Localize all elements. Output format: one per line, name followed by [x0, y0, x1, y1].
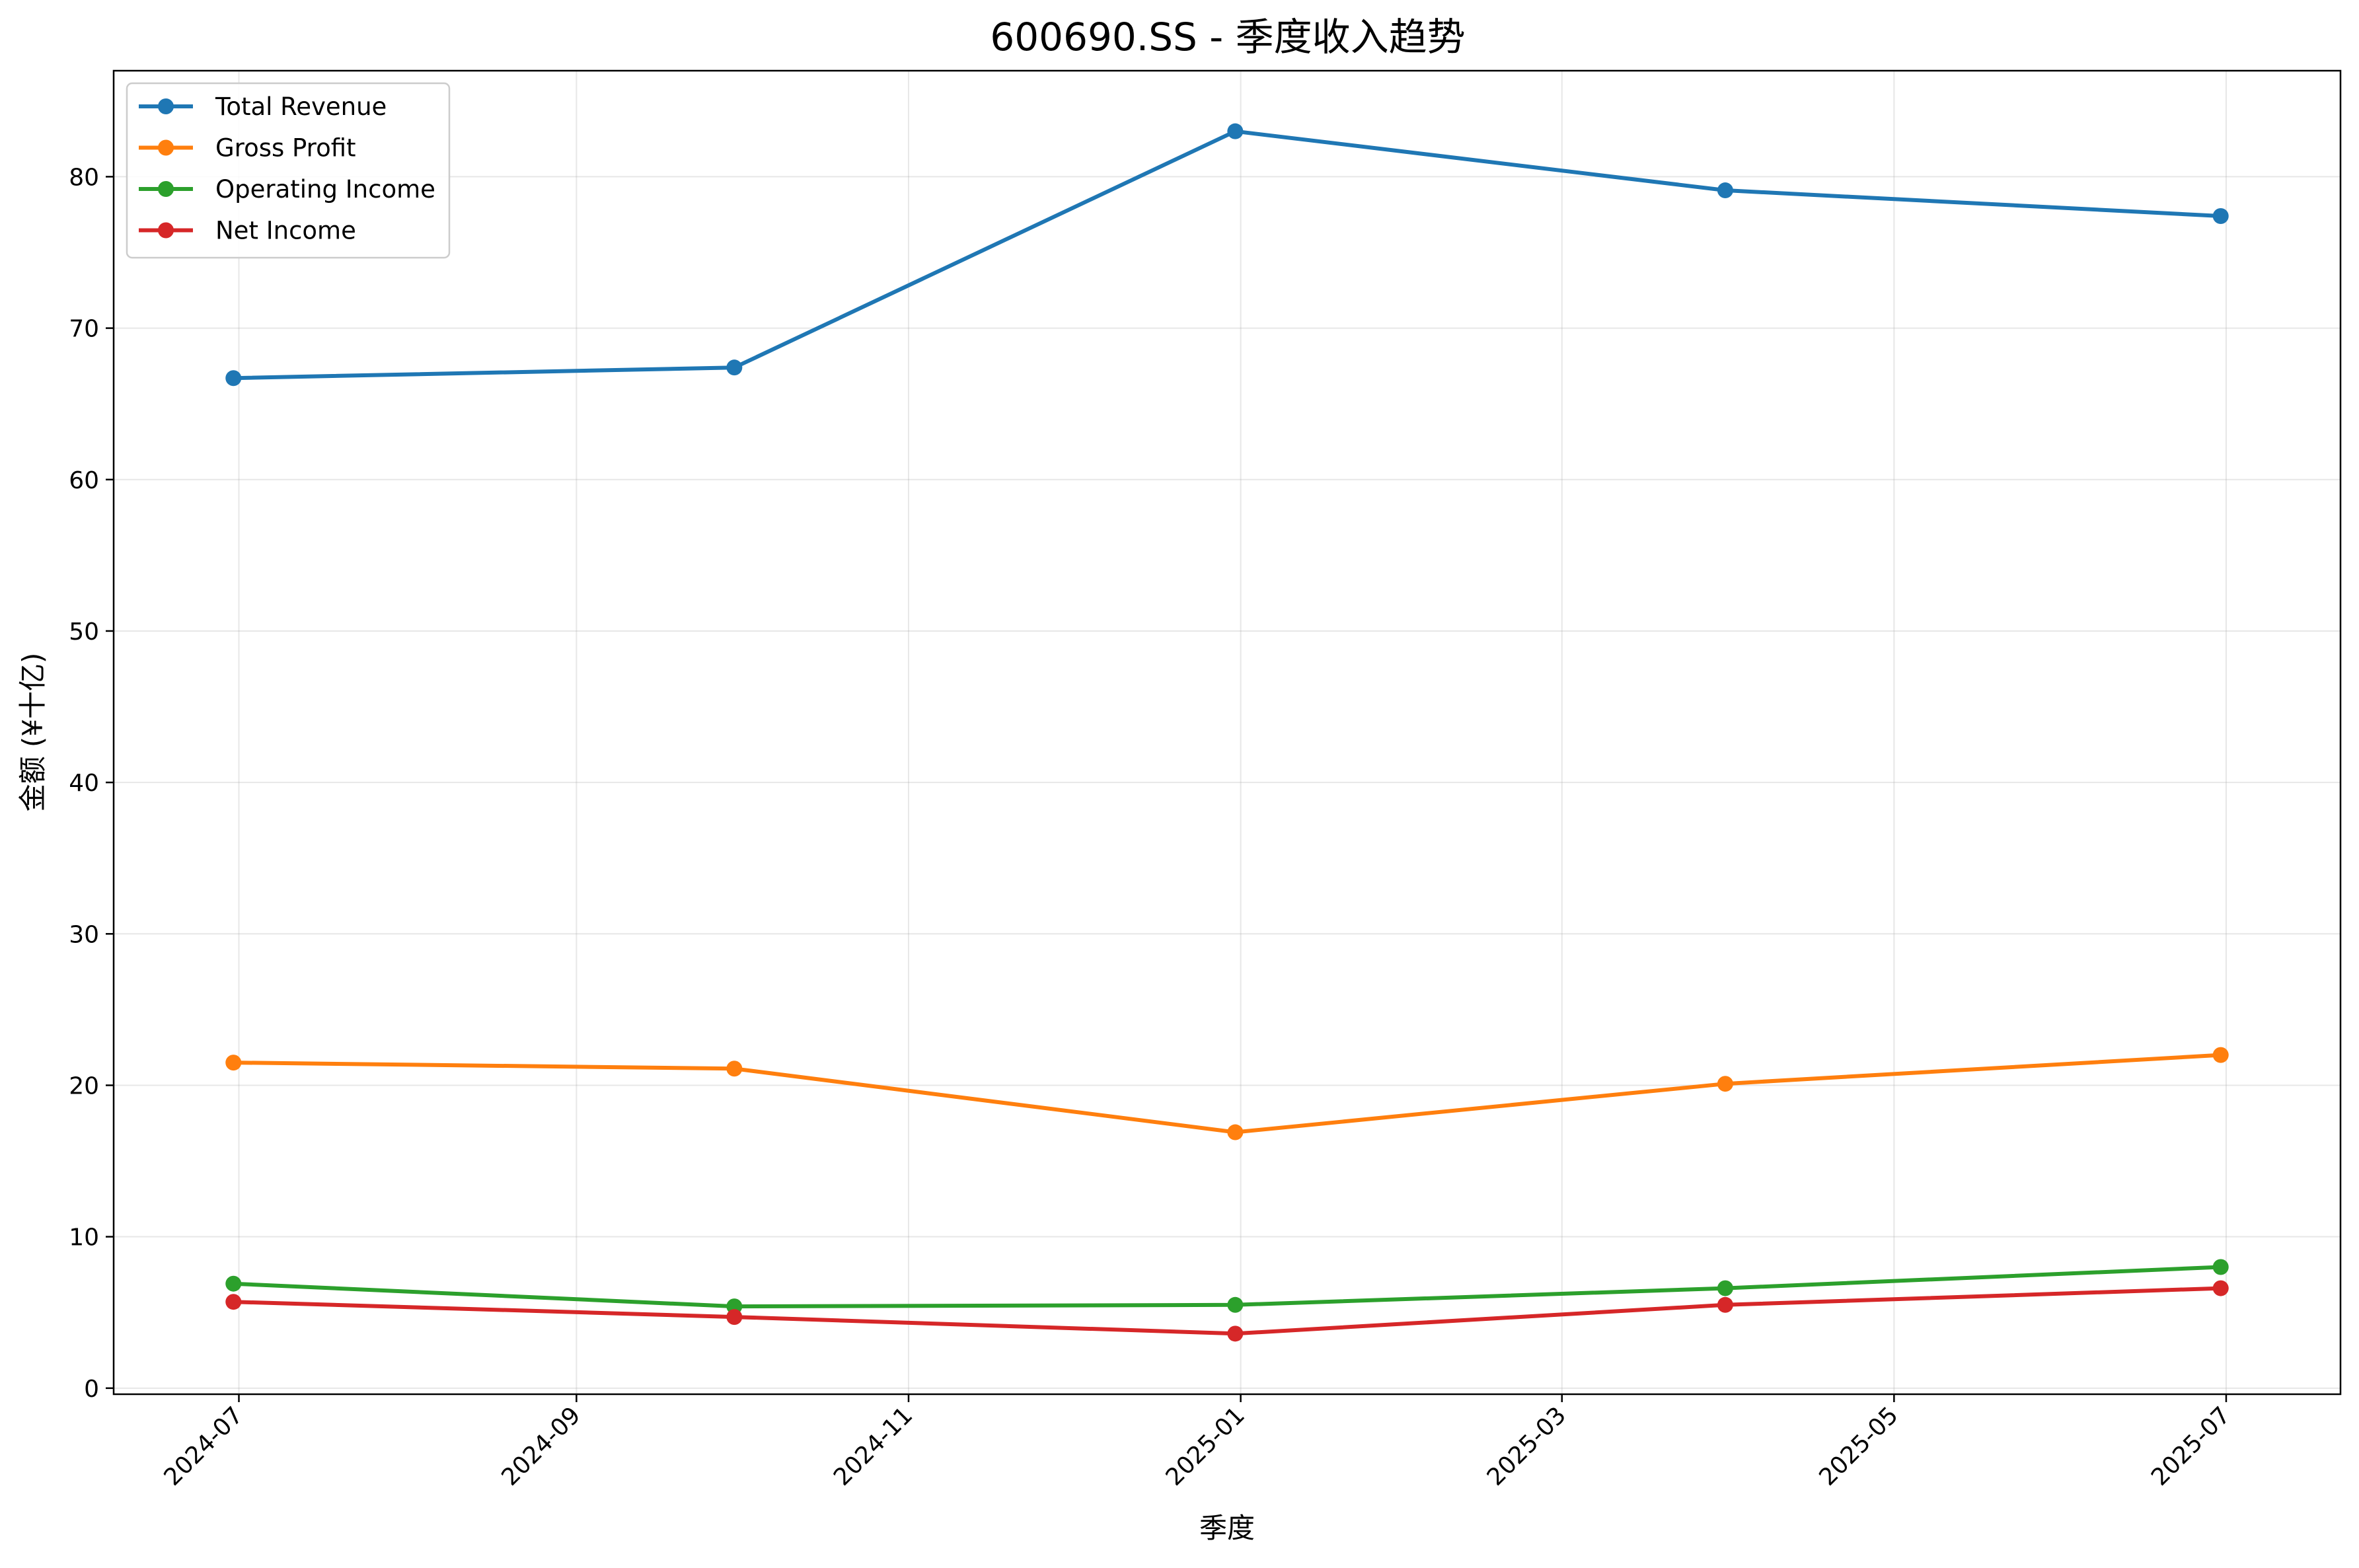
x-axis-label: 季度	[1199, 1512, 1255, 1544]
data-point-gross-profit	[1717, 1076, 1733, 1092]
legend-marker	[158, 222, 174, 239]
data-point-total-revenue	[1227, 123, 1244, 139]
legend-label: Gross Profit	[215, 134, 356, 163]
legend-marker	[158, 98, 174, 114]
legend: Total Revenue Gross Profit Operating Incom…	[126, 82, 451, 259]
plot-frame	[112, 69, 2342, 1396]
grid	[114, 71, 2340, 1394]
series-total-revenue	[225, 123, 2229, 387]
legend-item-operating-income: Operating Income	[139, 175, 435, 204]
chart-title: 600690.SS - 季度收入趋势	[990, 15, 1465, 59]
y-tick-label: 0	[84, 1376, 99, 1403]
y-tick-label: 50	[69, 618, 99, 646]
series-operating-income	[225, 1259, 2229, 1315]
data-point-net-income	[225, 1294, 242, 1310]
data-point-operating-income	[225, 1275, 242, 1292]
data-point-gross-profit	[225, 1055, 242, 1071]
data-point-gross-profit	[726, 1061, 743, 1077]
legend-label: Net Income	[215, 217, 356, 245]
series-layer	[225, 123, 2229, 1342]
legend-item-total-revenue: Total Revenue	[139, 93, 387, 121]
legend-item-gross-profit: Gross Profit	[139, 134, 356, 163]
data-point-total-revenue	[225, 370, 242, 387]
data-point-gross-profit	[2212, 1047, 2229, 1063]
legend-label: Operating Income	[215, 175, 435, 204]
y-tick-label: 30	[69, 921, 99, 948]
legend-marker	[158, 139, 174, 156]
x-tick-label: 2025-03	[1482, 1401, 1571, 1491]
data-point-operating-income	[1717, 1280, 1733, 1296]
x-tick-label: 2025-07	[2146, 1401, 2235, 1491]
legend-box	[126, 82, 451, 259]
y-tick-label: 10	[69, 1224, 99, 1251]
data-point-total-revenue	[2212, 208, 2229, 225]
series-line-operating-income	[233, 1265, 2221, 1309]
data-point-operating-income	[1227, 1296, 1244, 1313]
y-tick-label: 60	[69, 467, 99, 494]
series-gross-profit	[225, 1047, 2229, 1140]
y-tick-label: 20	[69, 1072, 99, 1100]
data-point-net-income	[1717, 1296, 1733, 1313]
data-point-net-income	[1227, 1325, 1244, 1342]
series-line-net-income	[233, 1286, 2221, 1336]
legend-label: Total Revenue	[215, 93, 387, 121]
series-line-total-revenue	[233, 129, 2221, 381]
x-tick-label: 2024-09	[496, 1401, 585, 1491]
x-tick-label: 2024-11	[829, 1401, 918, 1491]
y-tick-label: 70	[69, 316, 99, 343]
y-tick-label: 80	[69, 164, 99, 191]
x-tick-label: 2024-07	[159, 1401, 248, 1491]
y-axis-label: 金额 (¥十亿)	[17, 653, 49, 812]
x-tick-label: 2025-05	[1814, 1401, 1903, 1491]
x-tick-label: 2025-01	[1161, 1401, 1250, 1491]
y-tick-label: 40	[69, 770, 99, 797]
data-point-operating-income	[2212, 1259, 2229, 1275]
data-point-total-revenue	[1717, 182, 1733, 199]
data-point-gross-profit	[1227, 1124, 1244, 1140]
data-point-total-revenue	[726, 359, 743, 376]
legend-item-net-income: Net Income	[139, 217, 356, 245]
data-point-net-income	[2212, 1280, 2229, 1296]
data-point-net-income	[726, 1309, 743, 1325]
series-line-gross-profit	[233, 1053, 2221, 1135]
series-net-income	[225, 1280, 2229, 1342]
legend-marker	[158, 181, 174, 197]
